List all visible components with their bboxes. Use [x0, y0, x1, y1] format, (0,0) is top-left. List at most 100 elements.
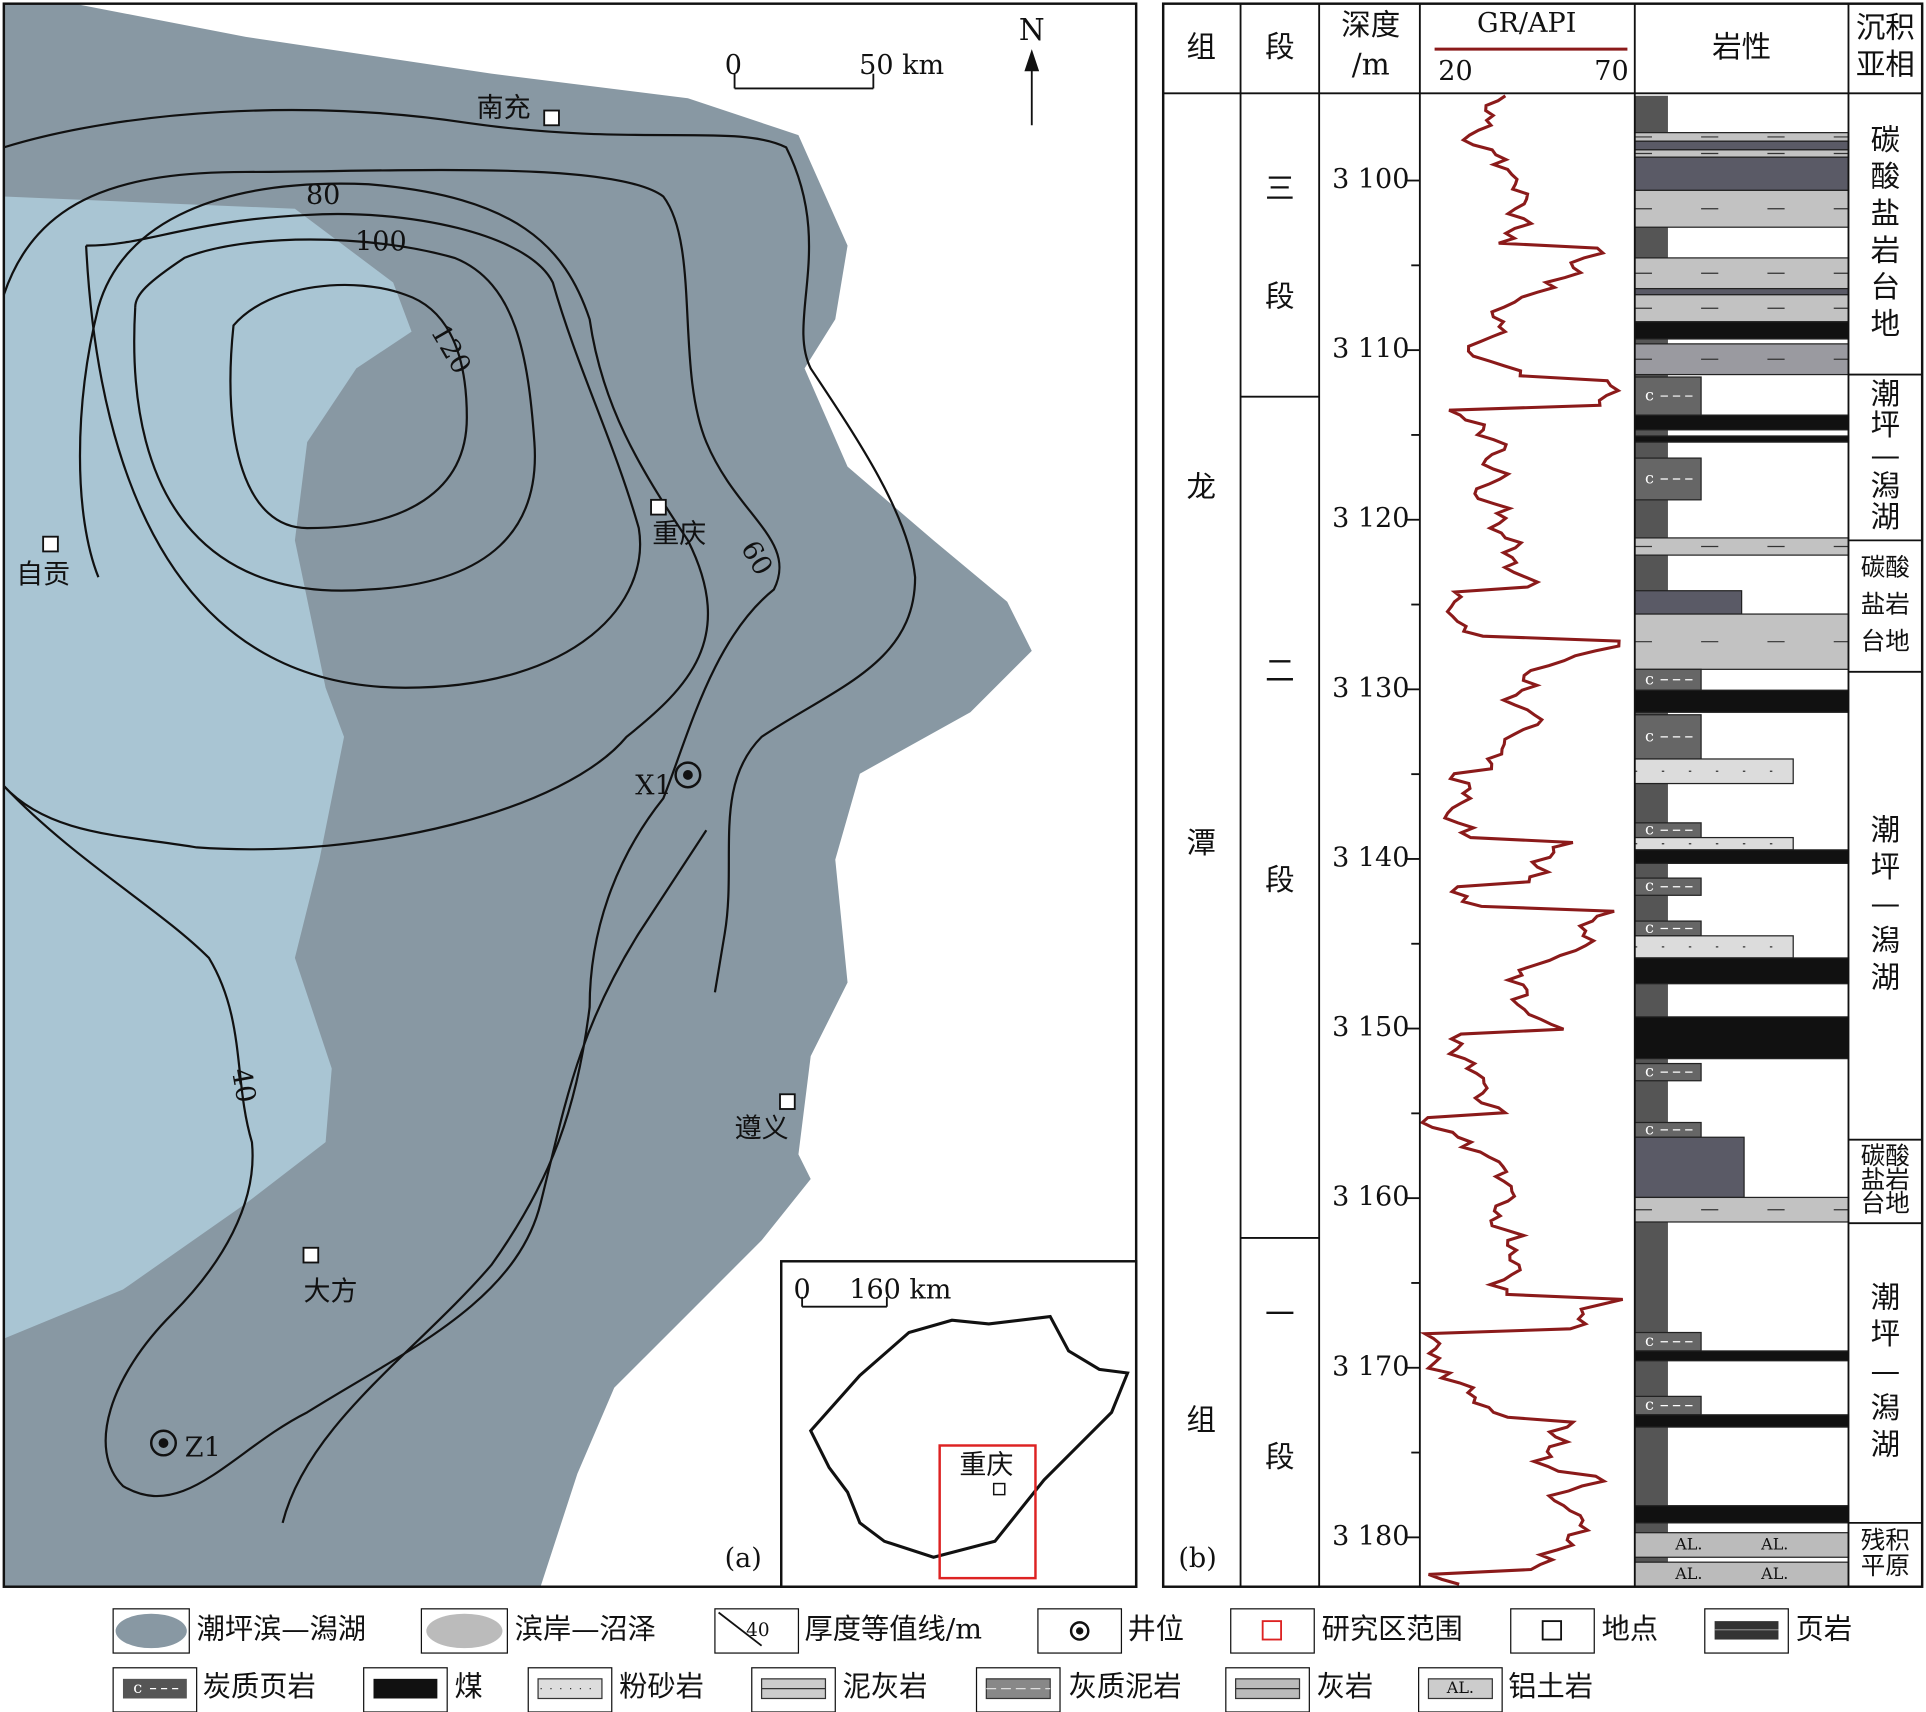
place-label: 遵义 [735, 1113, 789, 1144]
inset-scale-start: 0 [794, 1274, 811, 1305]
facies-label: 湖 [1871, 1428, 1900, 1462]
header: 亚相 [1856, 47, 1915, 81]
facies-label: 碳 [1871, 123, 1900, 157]
place-label: 南充 [477, 93, 531, 124]
legend-label: 煤 [455, 1670, 483, 1703]
layer-pattern: c [1645, 1395, 1654, 1414]
layer [1634, 1414, 1850, 1428]
facies-label: — [1871, 438, 1900, 472]
layer [1634, 132, 1850, 142]
layer [1634, 435, 1850, 443]
layer [1634, 836, 1794, 851]
legend-label: 粉砂岩 [619, 1670, 704, 1703]
legend-label: 炭质页岩 [203, 1670, 316, 1703]
layer [1634, 613, 1850, 670]
gr-curve [1419, 94, 1624, 1586]
header: 岩性 [1712, 30, 1771, 64]
layer-pattern: c [1645, 468, 1654, 487]
layer [1634, 935, 1794, 959]
layer [1634, 1505, 1850, 1524]
legend-label: 井位 [1128, 1612, 1184, 1645]
layer [1634, 343, 1850, 376]
scale-start: 0 [725, 50, 742, 81]
facies-label: 盐岩 [1861, 590, 1910, 619]
legend-label: 滨岸—沼泽 [515, 1612, 656, 1645]
facies-label: 潟 [1871, 924, 1900, 958]
facies-label: 盐岩 [1861, 1165, 1910, 1194]
member: 段 [1265, 863, 1294, 897]
depth-label: 3 170 [1332, 1351, 1409, 1382]
facies-label: 酸 [1871, 160, 1900, 194]
layer [1634, 156, 1850, 191]
legend-sample: AL. [1446, 1678, 1474, 1697]
depth-label: 3 180 [1332, 1521, 1409, 1552]
inset-place: 重庆 [959, 1450, 1013, 1481]
layer [1634, 590, 1743, 615]
layer [1634, 189, 1850, 228]
legend-label: 页岩 [1796, 1612, 1852, 1645]
facies-label: 湖 [1871, 960, 1900, 994]
layer [1634, 1196, 1850, 1223]
layer [1634, 1016, 1850, 1060]
header: 20 [1438, 56, 1472, 87]
layer-pattern: AL. [1760, 1564, 1788, 1583]
facies-label: 台地 [1861, 626, 1910, 655]
layer-pattern: c [1645, 1331, 1654, 1350]
facies-label: 岩 [1871, 233, 1900, 267]
facies-label: 碳酸 [1861, 1141, 1910, 1170]
layer-pattern: AL. [1760, 1534, 1788, 1553]
gr-trace [1419, 94, 1624, 1586]
facies-label: 潮 [1871, 377, 1900, 411]
place-label: 大方 [304, 1277, 358, 1308]
legend-label: 泥灰岩 [843, 1670, 928, 1703]
legend-sample: c [133, 1678, 142, 1697]
depth-label: 3 140 [1332, 842, 1409, 873]
facies-label: 潟 [1871, 469, 1900, 503]
layer [1634, 1532, 1850, 1558]
place-label: 自贡 [16, 559, 70, 590]
layer-pattern: c [1645, 1062, 1654, 1081]
depth-label: 3 130 [1332, 673, 1409, 704]
facies-label: 碳酸 [1861, 553, 1910, 582]
shore-swamp-area [3, 196, 412, 1339]
facies-label: 坪 [1871, 1317, 1900, 1351]
layer [1634, 287, 1850, 296]
member: 三 [1265, 171, 1294, 205]
layer [1634, 537, 1850, 556]
map-panel: 0 50 km N 南充 重庆 自贡 遵义 大方 X1 Z1 80 100 12… [2, 2, 1138, 1588]
facies-label: 台 [1871, 270, 1900, 304]
well-label: Z1 [185, 1433, 221, 1464]
header: 70 [1594, 56, 1628, 87]
facies-label: — [1871, 1354, 1900, 1388]
layer [1634, 140, 1850, 151]
facies-label: 平原 [1861, 1551, 1910, 1580]
layer [1634, 1350, 1850, 1362]
layer [1634, 257, 1850, 290]
layer-pattern: c [1645, 876, 1654, 895]
layer [1634, 149, 1850, 158]
facies-label: 坪 [1871, 850, 1900, 884]
inset [780, 1260, 1138, 1588]
north-label: N [1019, 13, 1045, 47]
layer [1634, 294, 1850, 323]
contour-label: 80 [306, 180, 340, 211]
depth-label: 3 110 [1332, 334, 1409, 365]
legend-label: 灰岩 [1317, 1670, 1373, 1703]
layer [1634, 689, 1850, 713]
layer-pattern: c [1645, 726, 1654, 745]
depth-label: 3 100 [1332, 164, 1409, 195]
facies-label: 坪 [1871, 408, 1900, 442]
layer [1634, 1561, 1850, 1588]
facies-label: 湖 [1871, 500, 1900, 534]
layer [1634, 758, 1794, 785]
legend-label: 灰质泥岩 [1069, 1670, 1182, 1703]
legend-label: 研究区范围 [1322, 1612, 1463, 1645]
well-label: X1 [635, 771, 671, 802]
legend-label: 厚度等值线/m [805, 1612, 982, 1645]
header: 段 [1265, 30, 1294, 64]
facies-label: 地 [1871, 307, 1900, 341]
facies-label: 残积 [1861, 1525, 1910, 1554]
